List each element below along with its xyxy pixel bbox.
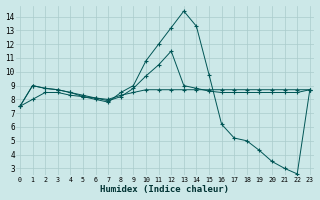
X-axis label: Humidex (Indice chaleur): Humidex (Indice chaleur) [100,185,229,194]
